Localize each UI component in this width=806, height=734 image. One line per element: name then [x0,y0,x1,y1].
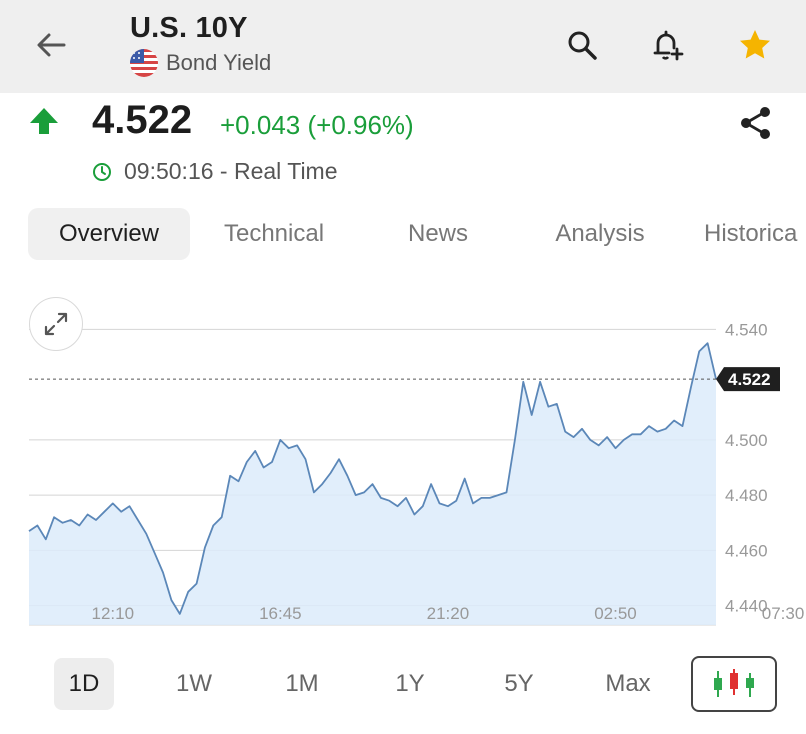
section-tabs: Overview Technical News Analysis Histori… [28,208,806,262]
instrument-title-block: U.S. 10Y Bond Yield [130,12,271,77]
add-alert-icon[interactable] [646,24,688,66]
x-tick-label: 02:50 [594,604,637,623]
star-icon[interactable] [734,24,776,66]
price-chart[interactable]: 4.540 4.500 4.480 4.460 4.440 4.522 12:10 16:45… [0,290,806,635]
price-up-arrow-icon [28,106,60,141]
y-tick-label: 4.440 [725,597,768,616]
range-5y[interactable]: 5Y [504,670,534,697]
x-tick-label: 07:30 [762,604,805,623]
x-tick-label: 12:10 [92,604,135,623]
instrument-subtitle: Bond Yield [166,50,272,75]
back-arrow-icon[interactable] [30,24,72,66]
tab-historical[interactable]: Historica [704,220,798,247]
range-1d[interactable]: 1D [54,658,114,710]
current-value-label: 4.522 [728,370,771,389]
range-1y[interactable]: 1Y [395,670,425,697]
clock-icon [92,162,112,182]
tab-technical[interactable]: Technical [223,220,325,247]
tab-overview[interactable]: Overview [28,208,190,260]
last-price: 4.522 [92,98,193,142]
quote-time: 09:50:16 - Real Time [124,158,338,184]
x-tick-label: 16:45 [259,604,302,623]
series-line [28,342,717,615]
search-icon[interactable] [561,24,603,66]
range-1m[interactable]: 1M [285,670,319,697]
y-tick-label: 4.460 [725,541,768,560]
expand-chart-icon[interactable] [29,297,83,351]
current-value-marker [716,367,780,392]
tab-news[interactable]: News [407,220,468,247]
y-tick-label: 4.500 [725,431,768,450]
us-flag-icon [130,49,158,77]
range-max[interactable]: Max [605,670,651,697]
candlestick-toggle-icon[interactable] [691,656,777,712]
price-change: +0.043 (+0.96%) [220,110,414,140]
subtitle-row: Bond Yield [130,49,271,77]
page-title: U.S. 10Y [130,12,248,44]
share-icon[interactable] [735,102,777,144]
range-1w[interactable]: 1W [176,670,212,697]
quote-time-row: 09:50:16 - Real Time [92,158,338,185]
time-range-selector: 1D 1W 1M 1Y 5Y Max [0,656,806,714]
x-tick-label: 21:20 [427,604,470,623]
y-tick-label: 4.540 [725,320,768,339]
quote-row: 4.522 +0.043 (+0.96%) [0,96,806,152]
tab-analysis[interactable]: Analysis [555,220,645,247]
top-bar: U.S. 10Y Bond Yield [0,0,806,93]
y-tick-label: 4.480 [725,486,768,505]
